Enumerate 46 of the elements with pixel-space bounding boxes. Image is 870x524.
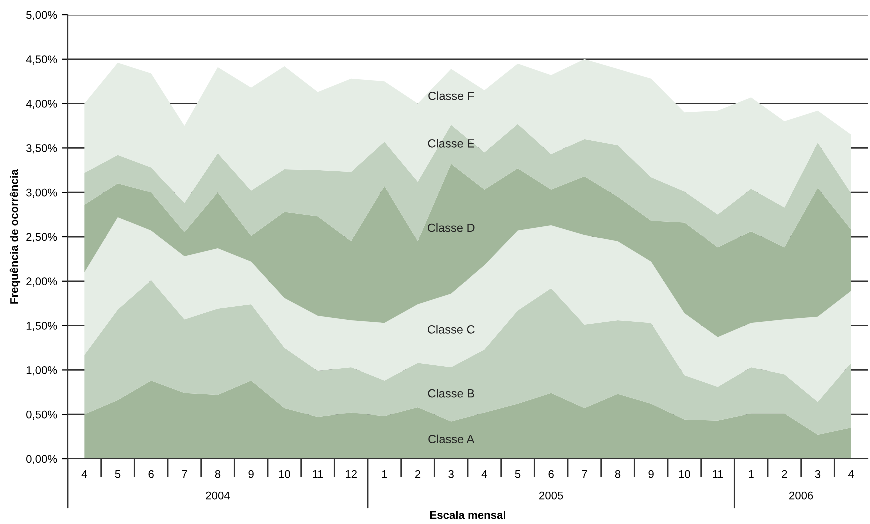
- y-tick-label: 5,00%: [26, 11, 58, 20]
- series-label: Classe D: [428, 224, 475, 232]
- x-tick-label: 12: [346, 470, 357, 478]
- y-tick-label: 2,00%: [26, 278, 58, 287]
- y-tick-label: 4,00%: [26, 100, 58, 110]
- x-tick-label: 1: [749, 470, 754, 478]
- y-tick-label: 1,50%: [26, 322, 58, 332]
- x-tick-label: 4: [82, 470, 88, 478]
- x-tick-label: 5: [115, 470, 121, 478]
- x-tick-label: 7: [582, 470, 588, 478]
- x-tick-label: 9: [248, 470, 254, 478]
- series-label: Classe E: [428, 139, 474, 148]
- series-label: Classe F: [428, 92, 474, 100]
- x-axis-title: Escala mensal: [430, 511, 506, 520]
- y-tick-label: 4,50%: [26, 56, 58, 65]
- y-tick-label: 0,00%: [26, 455, 58, 464]
- x-tick-label: 11: [713, 470, 724, 478]
- x-tick-label: 4: [482, 470, 488, 478]
- x-tick-label: 8: [215, 470, 221, 478]
- x-tick-label: 6: [148, 470, 154, 478]
- text: 2005: [540, 492, 564, 500]
- x-tick-label: 1: [382, 470, 388, 478]
- y-tick-label: 3,50%: [26, 144, 58, 154]
- series-label: Classe B: [428, 389, 474, 398]
- x-tick-label: 8: [615, 470, 621, 478]
- text: 2006: [790, 492, 814, 500]
- x-tick-label: 6: [548, 470, 554, 478]
- x-tick-label: 10: [679, 470, 690, 478]
- x-tick-label: 10: [279, 470, 290, 478]
- x-tick-label: 4: [848, 470, 854, 478]
- x-tick-label: 9: [648, 470, 654, 478]
- series-label: Classe A: [428, 434, 475, 444]
- x-tick-label: 3: [815, 470, 821, 478]
- text: 2004: [206, 492, 230, 500]
- y-axis-title: Frequência de ocorrência: [10, 169, 21, 304]
- x-tick-label: 11: [313, 470, 324, 478]
- x-tick-label: 3: [448, 470, 454, 478]
- series-label: Classe C: [428, 325, 475, 334]
- x-tick-label: 7: [182, 470, 188, 478]
- x-tick-label: 2: [782, 470, 788, 478]
- y-tick-label: 1,00%: [26, 366, 58, 376]
- x-tick-label: 5: [515, 470, 521, 478]
- y-tick-label: 0,50%: [26, 410, 58, 420]
- y-tick-label: 3,00%: [26, 188, 58, 198]
- x-tick-label: 2: [415, 470, 421, 478]
- y-tick-label: 2,50%: [26, 233, 58, 242]
